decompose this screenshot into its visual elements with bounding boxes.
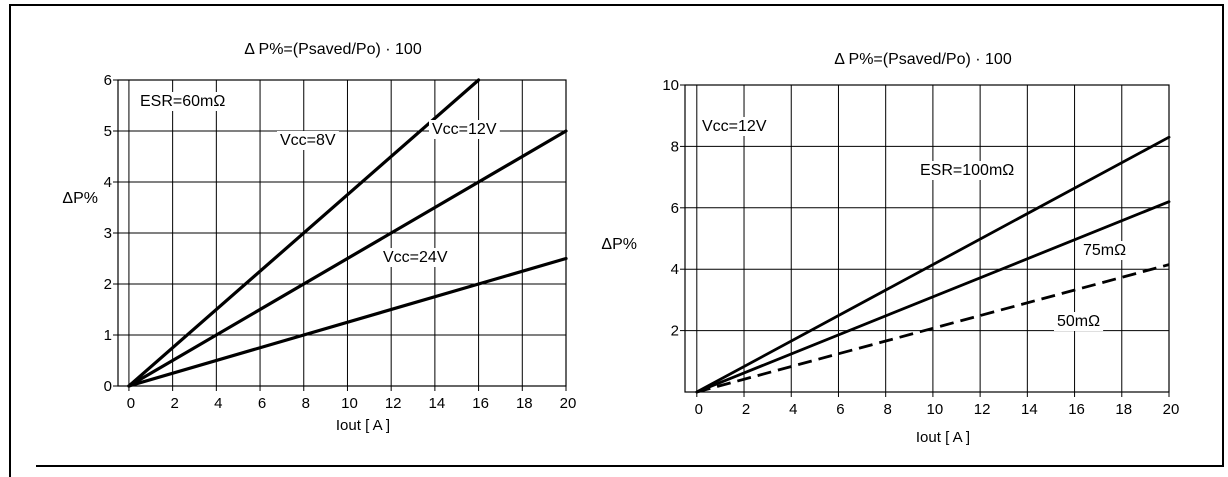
left-series-label-1: Vcc=8V — [280, 132, 336, 149]
right-series-label-1: ESR=100mΩ — [920, 162, 1014, 179]
right-series-line-1 — [695, 135, 1171, 394]
right-y-tick-label: 4 — [671, 261, 679, 278]
right-y-axis-label: ΔP% — [601, 236, 637, 253]
frame-bottom-border — [36, 465, 1224, 467]
frame-right-border — [1222, 4, 1224, 467]
left-x-tick-label: 0 — [127, 395, 135, 412]
left-y-axis-label: ΔP% — [62, 190, 98, 207]
right-x-tick-label: 2 — [742, 401, 750, 418]
left-x-tick-label: 12 — [385, 395, 402, 412]
left-x-axis-label: Iout [ A ] — [336, 417, 390, 434]
left-x-tick-label: 18 — [516, 395, 533, 412]
frame-top-border — [9, 4, 1224, 6]
left-y-tick-label: 5 — [104, 123, 112, 140]
right-annotation-bg — [699, 117, 770, 136]
right-series-label-bg — [1080, 241, 1130, 260]
left-y-tick-label: 4 — [104, 174, 112, 191]
right-x-tick-label: 6 — [836, 401, 844, 418]
left-y-tick-label: 2 — [104, 276, 112, 293]
right-series-label-2: 75mΩ — [1083, 242, 1126, 259]
right-plot-border — [684, 84, 1170, 393]
right-series-label-bg — [917, 161, 1018, 180]
right-y-tick-label: 10 — [662, 77, 679, 94]
left-x-tick-label: 10 — [341, 395, 358, 412]
left-series-line-1 — [127, 78, 481, 388]
left-series-line-2 — [127, 129, 568, 388]
left-series-line-3 — [127, 256, 568, 388]
right-x-tick-label: 4 — [789, 401, 797, 418]
left-series-label-bg — [277, 131, 339, 150]
left-y-tick-label: 0 — [104, 378, 112, 395]
right-y-tick-label: 8 — [671, 138, 679, 155]
right-x-tick-label: 8 — [884, 401, 892, 418]
right-chart-title: Δ P%=(Psaved/Po) · 100 — [834, 51, 1012, 68]
left-x-tick-label: 4 — [214, 395, 222, 412]
chart-right: 0 2 4 6 8 10 12 14 16 18 20 2 4 6 8 10 ESR=100mΩ 75mΩ 50mΩ… — [601, 51, 1179, 446]
right-y-tick-label: 6 — [671, 200, 679, 217]
right-y-tick-label: 2 — [671, 323, 679, 340]
right-series-label-3: 50mΩ — [1057, 313, 1100, 330]
right-annotation: Vcc=12V — [702, 118, 767, 135]
right-x-tick-label: 18 — [1115, 401, 1132, 418]
right-x-tick-label: 10 — [927, 401, 944, 418]
right-x-tick-label: 12 — [974, 401, 991, 418]
left-annotation-bg — [137, 92, 229, 111]
left-y-tick-label: 3 — [104, 225, 112, 242]
right-x-tick-label: 16 — [1068, 401, 1085, 418]
right-x-tick-label: 20 — [1163, 401, 1180, 418]
left-x-tick-label: 16 — [472, 395, 489, 412]
right-series-line-3 — [696, 263, 1170, 394]
right-series-label-bg — [1054, 312, 1104, 331]
left-series-label-bg — [429, 120, 500, 139]
left-y-tick-label: 6 — [104, 72, 112, 89]
right-series-line-2 — [695, 200, 1171, 394]
right-plot-area — [685, 85, 1169, 392]
left-x-tick-label: 20 — [560, 395, 577, 412]
left-annotation: ESR=60mΩ — [140, 93, 225, 110]
left-y-tick-label: 1 — [104, 327, 112, 344]
left-x-tick-label: 6 — [258, 395, 266, 412]
left-series-label-bg — [380, 248, 451, 267]
frame-left-border — [9, 4, 11, 477]
right-x-axis-label: Iout [ A ] — [916, 429, 970, 446]
left-series-label-3: Vcc=24V — [383, 249, 448, 266]
left-x-tick-label: 14 — [429, 395, 446, 412]
chart-left: 0 2 4 6 8 10 12 14 16 18 200123456Vcc=8VVcc=12VVcc… — [62, 41, 576, 434]
right-x-tick-label: 0 — [695, 401, 703, 418]
left-x-tick-label: 2 — [170, 395, 178, 412]
left-x-tick-label: 8 — [302, 395, 310, 412]
left-series-label-2: Vcc=12V — [432, 121, 497, 138]
right-x-tick-label: 14 — [1021, 401, 1038, 418]
left-chart-title: Δ P%=(Psaved/Po) · 100 — [244, 41, 422, 58]
